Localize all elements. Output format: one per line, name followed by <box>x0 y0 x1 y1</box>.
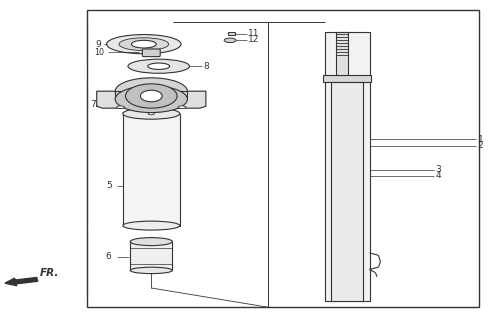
Ellipse shape <box>107 35 181 54</box>
Bar <box>115 91 187 99</box>
Ellipse shape <box>178 106 186 108</box>
Text: 8: 8 <box>204 62 210 71</box>
Text: 6: 6 <box>106 252 112 261</box>
Polygon shape <box>5 278 17 286</box>
Polygon shape <box>15 277 38 284</box>
FancyBboxPatch shape <box>142 49 160 57</box>
Bar <box>228 32 235 35</box>
Polygon shape <box>97 91 206 108</box>
Ellipse shape <box>148 112 154 115</box>
Text: 11: 11 <box>248 29 259 38</box>
Ellipse shape <box>125 84 177 108</box>
Ellipse shape <box>130 267 173 274</box>
Ellipse shape <box>131 40 156 48</box>
Bar <box>331 82 363 301</box>
Ellipse shape <box>140 90 162 102</box>
Text: 10: 10 <box>94 48 104 57</box>
Text: 7: 7 <box>90 100 96 109</box>
Ellipse shape <box>128 59 189 73</box>
Ellipse shape <box>117 106 124 108</box>
Bar <box>130 242 173 270</box>
Ellipse shape <box>130 237 173 246</box>
Ellipse shape <box>115 86 187 113</box>
Text: 12: 12 <box>248 35 259 44</box>
Ellipse shape <box>123 221 180 230</box>
Text: 5: 5 <box>106 181 112 190</box>
Ellipse shape <box>123 108 180 119</box>
Text: 3: 3 <box>435 165 441 174</box>
Ellipse shape <box>224 38 236 43</box>
Bar <box>323 75 371 82</box>
Text: 1: 1 <box>478 135 484 144</box>
Text: 2: 2 <box>478 141 483 150</box>
Text: 9: 9 <box>95 40 101 49</box>
Bar <box>87 10 479 307</box>
Text: 4: 4 <box>435 171 441 180</box>
Bar <box>123 114 180 226</box>
Ellipse shape <box>119 38 169 51</box>
Ellipse shape <box>148 63 170 69</box>
Bar <box>325 32 370 301</box>
Text: FR.: FR. <box>40 268 59 278</box>
Ellipse shape <box>115 78 187 105</box>
Bar <box>336 32 348 75</box>
